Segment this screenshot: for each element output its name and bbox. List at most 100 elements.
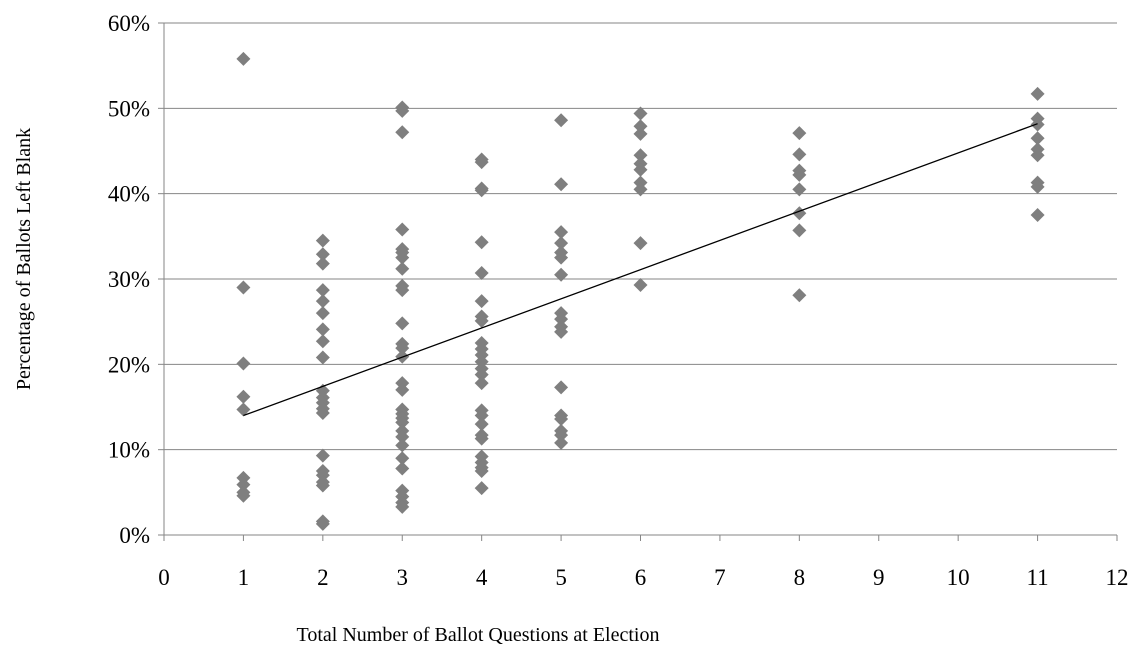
x-axis-title: Total Number of Ballot Questions at Elec… [297, 624, 660, 646]
data-point [474, 266, 489, 281]
data-point [315, 350, 330, 365]
data-points [236, 51, 1045, 531]
data-point [395, 415, 410, 430]
data-point [554, 225, 569, 240]
data-point [554, 380, 569, 395]
x-tick-label: 10 [947, 565, 970, 590]
x-tick-label: 5 [555, 565, 567, 590]
data-point [474, 183, 489, 198]
data-point [554, 312, 569, 327]
data-point [554, 411, 569, 426]
y-tick-label: 40% [108, 182, 150, 207]
data-point [395, 451, 410, 466]
data-point [474, 464, 489, 478]
data-point [236, 51, 251, 66]
x-tick-label: 3 [397, 565, 409, 590]
data-point [395, 461, 410, 476]
data-point [792, 126, 807, 141]
data-point [395, 382, 410, 397]
data-point [236, 477, 251, 492]
x-tick-label: 8 [794, 565, 806, 590]
data-point [474, 155, 489, 170]
data-point [474, 417, 489, 432]
data-point [633, 106, 648, 121]
data-point [315, 283, 330, 298]
y-axis-title: Percentage of Ballots Left Blank [13, 128, 35, 390]
data-point [633, 162, 648, 177]
x-tick-label: 2 [317, 565, 329, 590]
data-point [554, 267, 569, 282]
data-point [792, 288, 807, 303]
data-point [1030, 131, 1045, 146]
x-tick-label: 0 [158, 565, 170, 590]
data-point [236, 280, 251, 295]
data-point [792, 167, 807, 182]
y-tick-label: 50% [108, 96, 150, 121]
data-point [474, 408, 489, 423]
x-tick-label: 4 [476, 565, 488, 590]
data-point [1030, 208, 1045, 222]
data-point [633, 148, 648, 163]
data-point [395, 438, 410, 453]
trendline [243, 123, 1038, 417]
data-point [236, 402, 251, 417]
data-point [236, 356, 251, 371]
data-point [395, 283, 410, 298]
data-point [315, 306, 330, 321]
data-point [395, 250, 410, 265]
data-point [554, 250, 569, 265]
data-point [1030, 117, 1045, 132]
data-point [315, 334, 330, 349]
data-point [395, 499, 410, 514]
data-point [474, 294, 489, 309]
data-point [315, 294, 330, 309]
data-point [315, 322, 330, 337]
x-tick-label: 11 [1027, 565, 1049, 590]
y-tick-label: 60% [108, 11, 150, 36]
data-point [315, 256, 330, 271]
data-point [792, 223, 807, 238]
data-point [236, 488, 251, 503]
data-point [315, 233, 330, 248]
data-point [554, 236, 569, 251]
data-point [474, 313, 489, 328]
data-point [633, 236, 648, 251]
data-point [395, 261, 410, 276]
y-tick-label: 30% [108, 267, 150, 292]
data-point [554, 428, 569, 443]
data-point [554, 177, 569, 192]
data-point [395, 103, 410, 118]
data-point [474, 235, 489, 250]
data-point [315, 247, 330, 262]
data-point [554, 435, 569, 450]
data-point [633, 126, 648, 141]
data-point [474, 367, 489, 382]
data-point [633, 277, 648, 292]
data-point [315, 478, 330, 493]
data-point [633, 182, 648, 197]
data-point [395, 125, 410, 140]
y-tick-label: 0% [119, 523, 150, 548]
x-tick-label: 7 [714, 565, 726, 590]
data-point [1030, 86, 1045, 101]
x-tick-label: 9 [873, 565, 885, 590]
data-point [395, 222, 410, 237]
data-point [474, 481, 489, 496]
data-point [554, 113, 569, 128]
y-tick-label: 20% [108, 352, 150, 377]
data-point [474, 431, 489, 446]
data-point [1030, 148, 1045, 163]
data-point [554, 324, 569, 339]
data-point [395, 316, 410, 331]
data-point [236, 389, 251, 404]
x-axis-ticks: 0 1 2 3 4 5 6 7 8 9 10 11 12 [158, 535, 1129, 590]
data-point [792, 182, 807, 197]
x-tick-label: 6 [635, 565, 647, 590]
data-point [792, 147, 807, 162]
data-point [315, 405, 330, 420]
data-point [395, 429, 410, 444]
data-point [315, 516, 330, 531]
data-point [315, 448, 330, 463]
y-tick-label: 10% [108, 438, 150, 463]
